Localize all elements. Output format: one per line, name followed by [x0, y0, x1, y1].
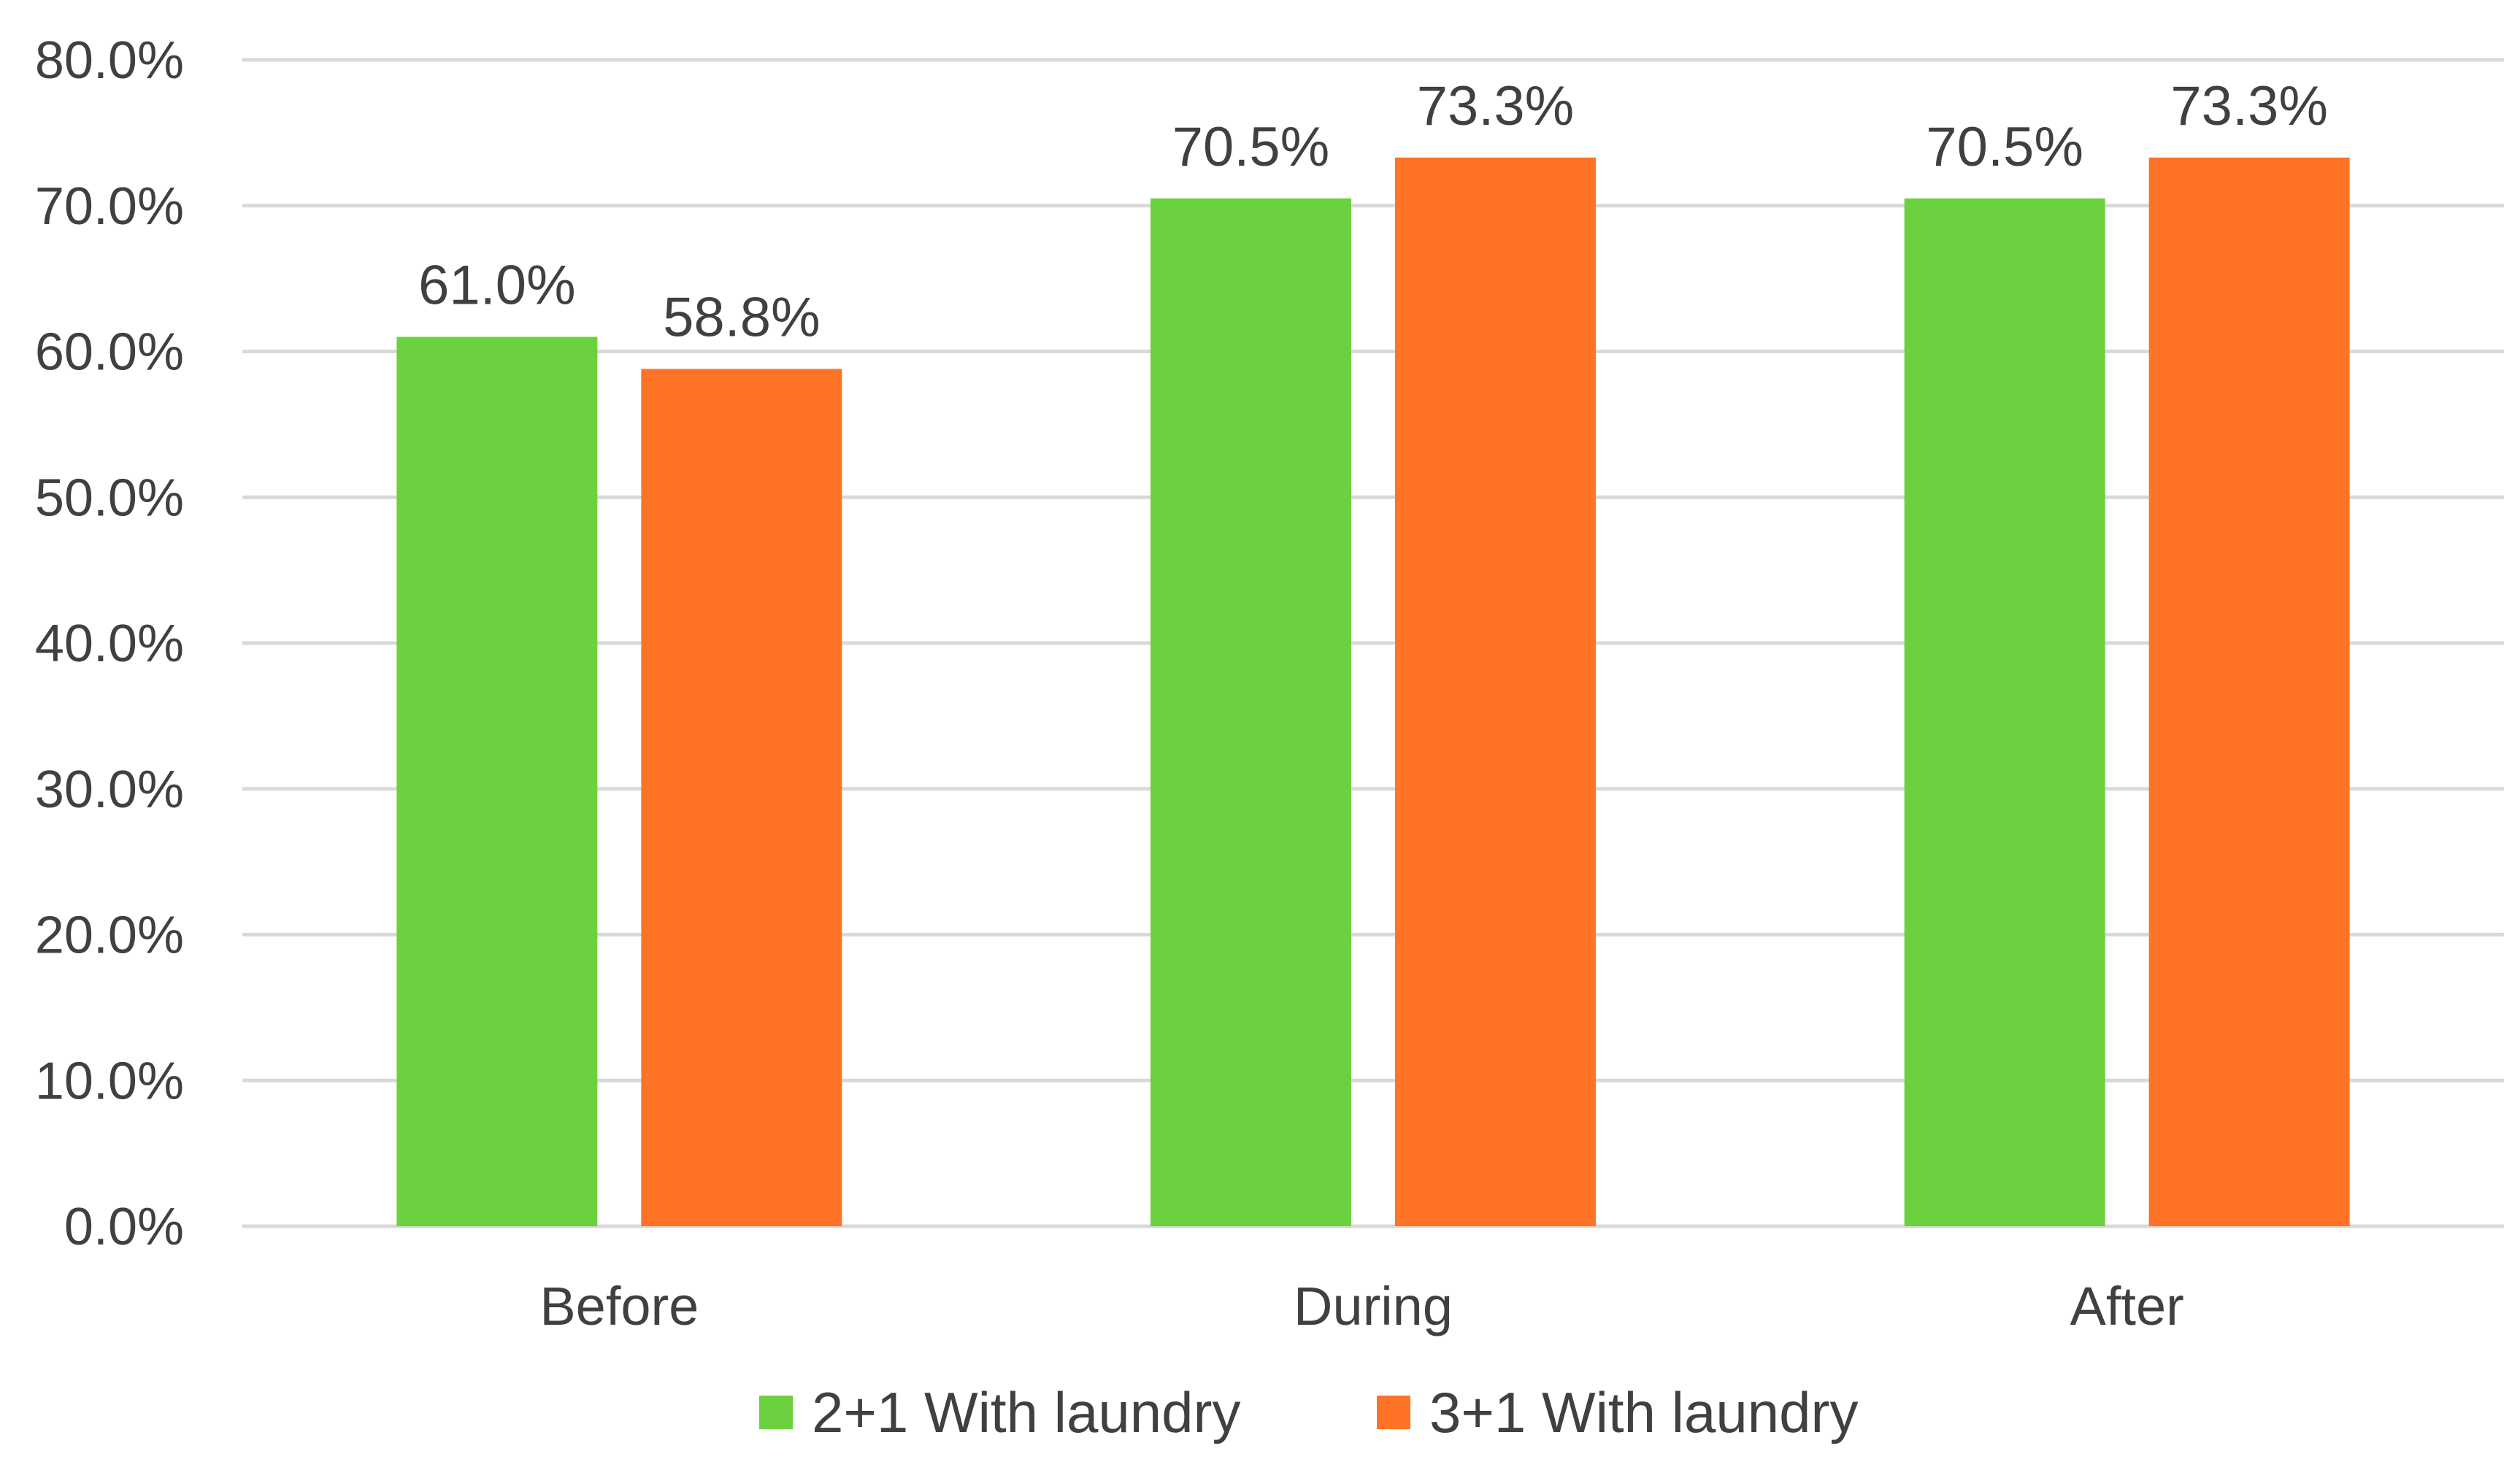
y-tick-label: 10.0% — [35, 1052, 184, 1110]
y-tick-label: 70.0% — [35, 177, 184, 236]
legend-label: 2+1 With laundry — [812, 1380, 1240, 1444]
bar-series1-during — [1150, 198, 1351, 1227]
category-label: Before — [539, 1276, 699, 1336]
bar-series1-after — [1904, 198, 2105, 1227]
gridlines — [242, 58, 2504, 1228]
bar-series2-after — [2148, 157, 2350, 1226]
data-label: 73.3% — [2170, 75, 2328, 137]
y-tick-label: 80.0% — [35, 31, 184, 90]
y-tick-label: 0.0% — [64, 1198, 184, 1256]
data-label: 73.3% — [1417, 75, 1575, 137]
data-label: 61.0% — [418, 255, 576, 317]
y-tick-label: 20.0% — [35, 907, 184, 965]
legend-swatch — [1377, 1396, 1410, 1429]
category-label: During — [1294, 1276, 1453, 1336]
legend-label: 3+1 With laundry — [1429, 1380, 1858, 1444]
data-label: 70.5% — [1172, 116, 1330, 178]
y-tick-label: 40.0% — [35, 615, 184, 673]
y-axis-ticks: 0.0% 10.0% 20.0% 30.0% 40.0% 50.0% 60.0% 70.0% 8… — [35, 31, 184, 1256]
x-axis-categories: Before During After — [539, 1276, 2183, 1336]
bar-series1-before — [396, 336, 598, 1226]
y-tick-label: 50.0% — [35, 469, 184, 527]
legend: 2+1 With laundry 3+1 With laundry — [759, 1380, 1858, 1444]
bars — [396, 157, 2350, 1227]
y-tick-label: 60.0% — [35, 323, 184, 382]
category-label: After — [2070, 1276, 2184, 1336]
data-label: 70.5% — [1926, 116, 2083, 178]
data-label: 58.8% — [663, 286, 821, 348]
legend-swatch — [759, 1396, 793, 1429]
data-labels: 61.0% 58.8% 70.5% 73.3% 70.5% 73.3% — [418, 75, 2328, 349]
bar-series2-during — [1395, 157, 1596, 1226]
bar-series2-before — [641, 369, 842, 1227]
y-tick-label: 30.0% — [35, 761, 184, 819]
